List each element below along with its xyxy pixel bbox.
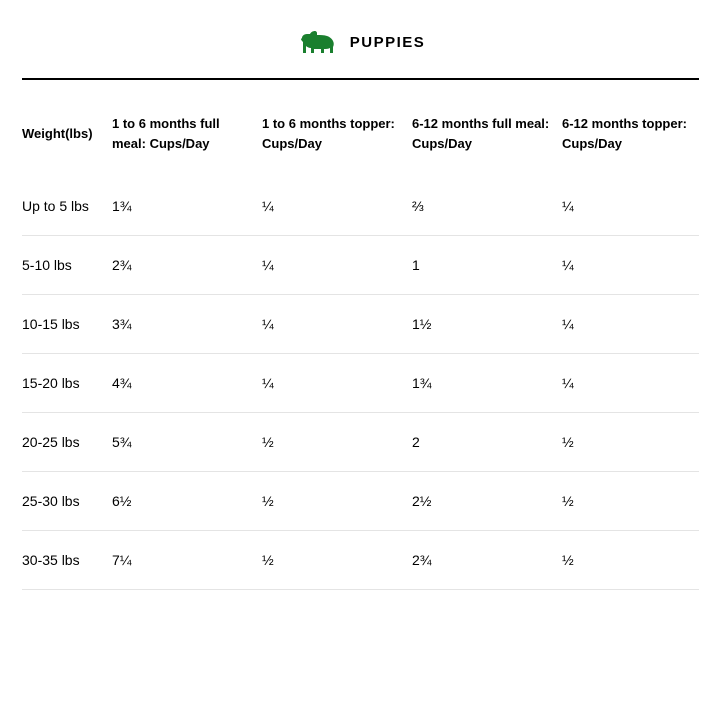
table-cell: ¼ [562,295,699,354]
table-row: 5-10 lbs2¾¼1¼ [22,236,699,295]
table-cell: 2¾ [112,236,262,295]
table-cell: 1½ [412,295,562,354]
table-cell: ½ [262,531,412,590]
table-cell: ½ [562,531,699,590]
table-cell: ½ [562,413,699,472]
table-row: Up to 5 lbs1¾¼⅔¼ [22,177,699,236]
table-cell: ⅔ [412,177,562,236]
table-row: 15-20 lbs4¾¼1¾¼ [22,354,699,413]
table-cell: ½ [262,413,412,472]
table-cell: 5¾ [112,413,262,472]
table-cell: ¼ [262,236,412,295]
col-6to12-full: 6-12 months full meal: Cups/Day [412,90,562,177]
table-cell: 1¾ [412,354,562,413]
table-cell: 2 [412,413,562,472]
table-cell: ¼ [262,354,412,413]
table-cell: Up to 5 lbs [22,177,112,236]
table-cell: ¼ [262,295,412,354]
table-row: 30-35 lbs7¼½2¾½ [22,531,699,590]
table-cell: 3¾ [112,295,262,354]
table-cell: 4¾ [112,354,262,413]
table-cell: ½ [562,472,699,531]
dog-icon [296,28,338,56]
table-cell: 15-20 lbs [22,354,112,413]
table-cell: ¼ [262,177,412,236]
table-cell: 1¾ [112,177,262,236]
table-cell: 7¼ [112,531,262,590]
table-cell: 30-35 lbs [22,531,112,590]
header-title: PUPPIES [350,34,426,51]
table-cell: ¼ [562,354,699,413]
col-weight: Weight(lbs) [22,90,112,177]
table-cell: 10-15 lbs [22,295,112,354]
table-header: PUPPIES [22,28,699,80]
table-header-row: Weight(lbs) 1 to 6 months full meal: Cup… [22,90,699,177]
table-cell: ½ [262,472,412,531]
table-cell: 5-10 lbs [22,236,112,295]
table-cell: 2½ [412,472,562,531]
table-cell: 2¾ [412,531,562,590]
table-cell: ¼ [562,236,699,295]
col-1to6-topper: 1 to 6 months topper: Cups/Day [262,90,412,177]
table-row: 20-25 lbs5¾½2½ [22,413,699,472]
table-cell: 20-25 lbs [22,413,112,472]
col-6to12-topper: 6-12 months topper: Cups/Day [562,90,699,177]
table-cell: ¼ [562,177,699,236]
col-1to6-full: 1 to 6 months full meal: Cups/Day [112,90,262,177]
table-cell: 6½ [112,472,262,531]
feeding-table: Weight(lbs) 1 to 6 months full meal: Cup… [22,90,699,590]
table-row: 25-30 lbs6½½2½½ [22,472,699,531]
table-row: 10-15 lbs3¾¼1½¼ [22,295,699,354]
table-cell: 25-30 lbs [22,472,112,531]
table-cell: 1 [412,236,562,295]
